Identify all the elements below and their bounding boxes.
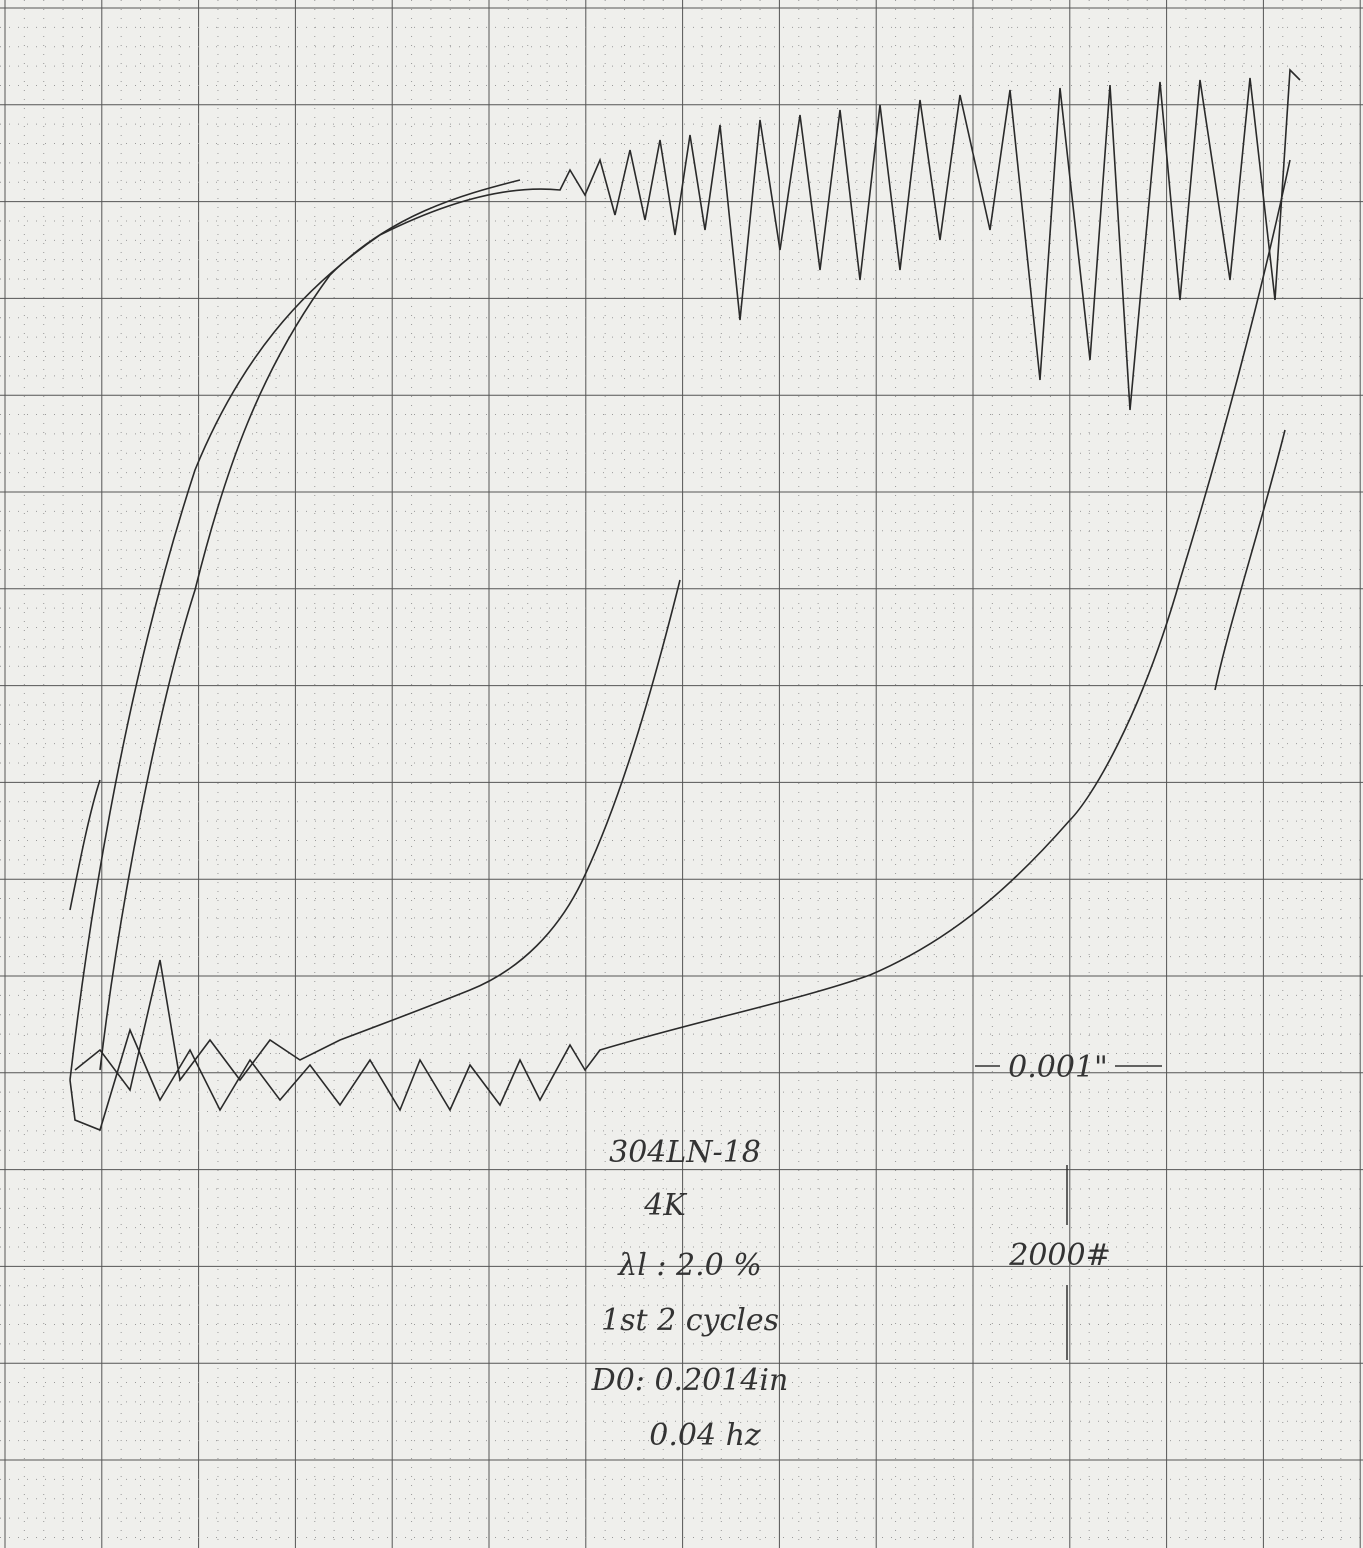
note-line: D0: 0.2014in [591,1363,789,1398]
note-line: 1st 2 cycles [601,1303,779,1338]
note-line: 0.04 hz [649,1418,761,1453]
x-scale-label: 0.001" [1008,1050,1108,1085]
note-line: 304LN-18 [609,1135,761,1170]
note-line: 4K [643,1188,687,1223]
y-scale-label: 2000# [1008,1238,1110,1273]
graph-paper-scan: 0.001" 2000# 304LN-18 4K λl : 2.0 % 1st 2 c… [0,0,1363,1548]
note-line: λl : 2.0 % [617,1248,762,1283]
